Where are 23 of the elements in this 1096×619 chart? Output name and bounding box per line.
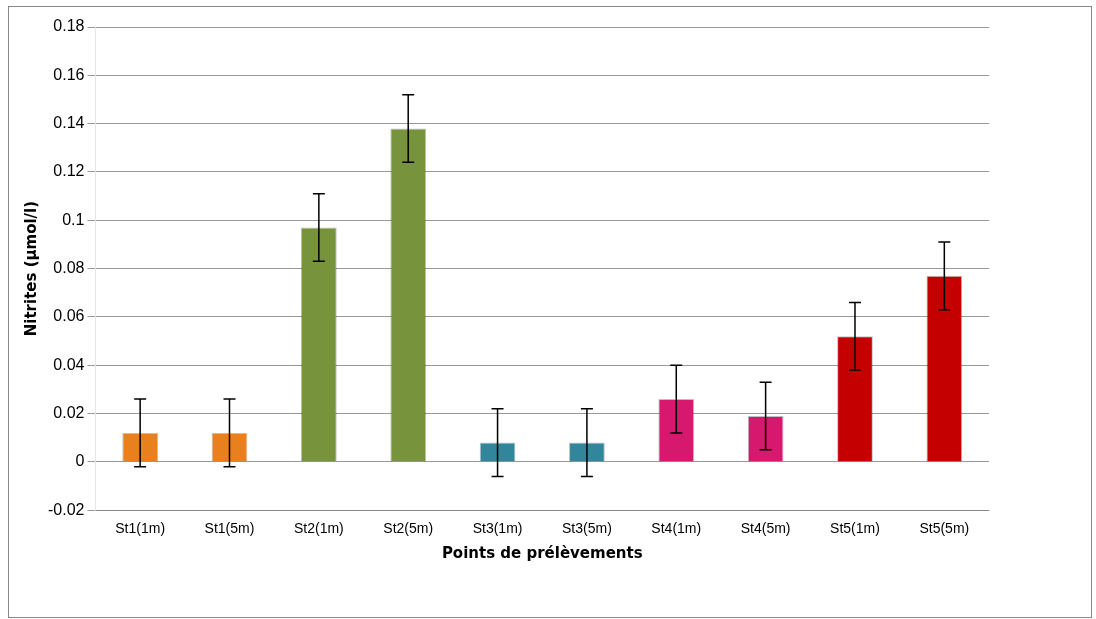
x-tick-label: St3(1m) xyxy=(472,520,523,537)
x-tick-label: St1(5m) xyxy=(204,520,255,537)
x-tick-label: St5(1m) xyxy=(830,520,880,537)
y-tick-label: 0.02 xyxy=(53,403,85,421)
y-tick-label: 0.06 xyxy=(53,307,85,325)
x-tick-label: St2(1m) xyxy=(293,520,344,537)
y-tick-label: 0.08 xyxy=(53,259,85,277)
x-tick-label: St3(5m) xyxy=(562,520,612,537)
x-axis-title: Points de prélèvements xyxy=(441,543,643,562)
y-tick-label: 0.18 xyxy=(53,17,85,35)
x-tick-label: St4(5m) xyxy=(740,520,791,537)
y-tick-label: -0.02 xyxy=(48,500,85,518)
y-tick-label: 0.14 xyxy=(53,114,85,132)
x-tick-label: St2(5m) xyxy=(383,520,434,537)
x-tick-label: St4(1m) xyxy=(651,520,702,537)
x-tick-label: St1(1m) xyxy=(115,520,166,537)
y-axis-title: Nitrites (µmol/l) xyxy=(21,200,40,337)
y-tick-label: 0 xyxy=(75,452,85,470)
y-tick-label: 0.16 xyxy=(53,65,85,83)
y-tick-label: 0.12 xyxy=(53,162,85,180)
x-tick-label: St5(5m) xyxy=(919,520,970,537)
y-tick-label: 0.04 xyxy=(53,355,85,373)
y-tick-label: 0.1 xyxy=(62,210,85,228)
